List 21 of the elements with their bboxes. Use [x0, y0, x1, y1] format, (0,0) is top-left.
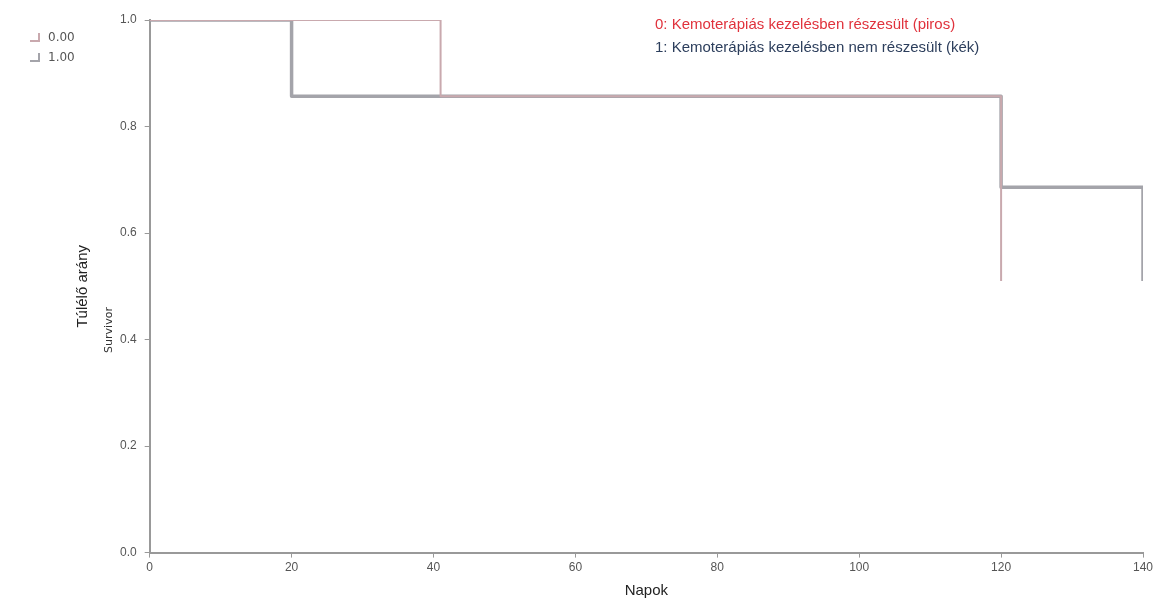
- x-tick-label: 80: [710, 560, 725, 575]
- y-tick-label: 0.2: [119, 438, 137, 453]
- legend-label: 1.00: [48, 50, 75, 64]
- y-tick-label: 0.8: [119, 118, 137, 133]
- x-tick-label: 100: [849, 560, 870, 575]
- annotation: 0: Kemoterápiás kezelésben részesült (piros): [655, 14, 957, 34]
- x-tick-label: 0: [146, 560, 154, 575]
- y-tick-label: 0.0: [119, 544, 137, 559]
- legend-label: 0.00: [48, 30, 75, 44]
- y-tick-label: 0.6: [119, 225, 137, 240]
- y-tick-label: 0.4: [119, 331, 137, 346]
- x-axis-title: Napok: [624, 581, 669, 599]
- x-tick-label: 60: [568, 560, 583, 575]
- x-tick-label: 140: [1132, 560, 1154, 575]
- text: Survivor: [101, 307, 115, 353]
- y-tick-label: 1.0: [119, 12, 137, 27]
- annotation: 1: Kemoterápiás kezelésben nem részesült (kék): [655, 37, 980, 57]
- x-tick-label: 120: [991, 560, 1012, 575]
- x-tick-label: 40: [426, 560, 441, 575]
- x-tick-label: 20: [284, 560, 299, 575]
- y-axis-title: Túlélő arány: [73, 244, 91, 328]
